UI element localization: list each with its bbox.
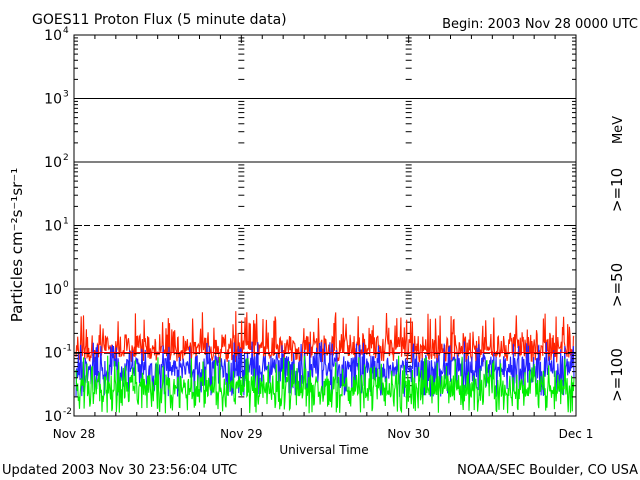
legend-item-50mev: >=50	[608, 263, 626, 307]
y-tick-label: 10	[44, 92, 62, 108]
y-tick-exponent: 1	[63, 217, 69, 227]
chart-title: GOES11 Proton Flux (5 minute data)	[32, 12, 287, 28]
y-tick-exponent: 3	[63, 90, 69, 100]
series-line	[75, 355, 575, 414]
legend: MeV >=10 >=50 >=100	[608, 116, 626, 402]
y-tick-label: 10	[44, 219, 62, 235]
y-tick-exponent: 0	[63, 280, 69, 290]
y-tick-exponent: -2	[63, 407, 72, 417]
y-tick-label: 10	[44, 28, 62, 44]
legend-item-10mev: >=10	[608, 168, 626, 212]
updated-timestamp: Updated 2003 Nov 30 23:56:04 UTC	[2, 463, 237, 478]
begin-time-label: Begin: 2003 Nov 28 0000 UTC	[442, 17, 638, 32]
x-axis-ticks: Nov 28 Nov 29 Nov 30 Dec 1	[53, 35, 594, 441]
x-axis-label: Universal Time	[279, 443, 368, 457]
y-tick-label: 10	[44, 409, 62, 425]
y-tick-exponent: 2	[63, 153, 69, 163]
x-tick-label: Nov 30	[387, 427, 430, 441]
data-source-label: NOAA/SEC Boulder, CO USA	[457, 463, 638, 478]
y-tick-label: 10	[44, 282, 62, 298]
x-tick-label: Nov 28	[53, 427, 96, 441]
y-tick-exponent: 4	[63, 26, 69, 36]
grid-layer	[74, 37, 576, 398]
y-tick-label: 10	[44, 155, 62, 171]
y-axis-label: Particles cm⁻²s⁻¹sr⁻¹	[8, 168, 26, 322]
x-tick-label: Dec 1	[559, 427, 594, 441]
legend-item-100mev: >=100	[608, 348, 626, 402]
threshold-layer	[74, 352, 576, 354]
y-tick-label: 10	[44, 346, 62, 362]
x-tick-label: Nov 29	[220, 427, 263, 441]
legend-unit-label: MeV	[611, 116, 626, 144]
y-tick-exponent: -1	[63, 344, 72, 354]
